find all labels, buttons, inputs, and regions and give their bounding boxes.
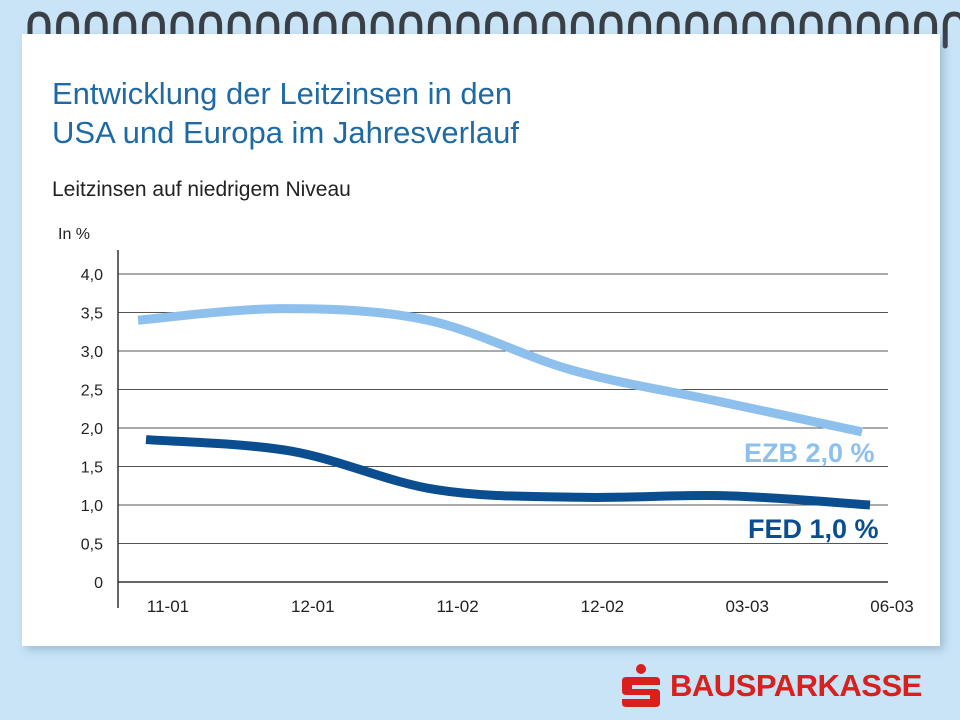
title-line-2: USA und Europa im Jahresverlauf <box>52 115 519 150</box>
binder-ring <box>713 11 737 49</box>
binder-ring <box>113 11 137 49</box>
binder-ring <box>84 11 108 49</box>
series-line-fed <box>145 435 871 510</box>
binder-ring <box>27 11 51 49</box>
y-tick-label: 3,0 <box>81 344 103 361</box>
binder-ring <box>856 11 880 49</box>
fed-series-label: FED 1,0 % <box>748 514 879 544</box>
binder-ring <box>685 11 709 49</box>
binder-ring <box>656 11 680 49</box>
binder-ring <box>284 11 308 49</box>
binder-ring <box>628 11 652 49</box>
title-line-1: Entwicklung der Leitzinsen in den <box>52 76 513 111</box>
series-line-ezb <box>137 304 863 437</box>
binder-ring <box>399 11 423 49</box>
brand-logo: BAUSPARKASSE <box>618 662 922 710</box>
brand-name: BAUSPARKASSE <box>670 668 922 703</box>
x-tick-label: 12-01 <box>291 597 334 616</box>
binder-ring <box>570 11 594 49</box>
binder-ring <box>742 11 766 49</box>
y-axis-label: In % <box>58 226 91 243</box>
binder-ring <box>914 11 938 49</box>
x-tick-label: 03-03 <box>725 597 768 616</box>
x-tick-label: 11-01 <box>147 597 189 616</box>
y-tick-label: 2,0 <box>81 421 103 438</box>
binder-ring <box>542 11 566 49</box>
binder-ring <box>485 11 509 49</box>
binder-ring <box>771 11 795 49</box>
y-tick-label: 2,5 <box>81 383 103 400</box>
binder-ring <box>370 11 394 49</box>
y-tick-label: 0 <box>94 575 103 592</box>
binder-ring <box>170 11 194 49</box>
x-tick-label: 12-02 <box>581 597 624 616</box>
binder-ring <box>313 11 337 49</box>
binder-ring <box>942 11 960 49</box>
y-tick-label: 3,5 <box>81 306 103 323</box>
y-tick-label: 1,5 <box>81 460 103 477</box>
binder-ring <box>456 11 480 49</box>
y-tick-label: 0,5 <box>81 537 103 554</box>
binder-ring <box>342 11 366 49</box>
x-tick-label: 11-02 <box>436 597 478 616</box>
binder-ring <box>199 11 223 49</box>
binder-ring <box>227 11 251 49</box>
binder-ring <box>256 11 280 49</box>
binder-ring <box>828 11 852 49</box>
binder-ring <box>56 11 80 49</box>
y-tick-label: 1,0 <box>81 498 103 515</box>
ezb-series-label: EZB 2,0 % <box>744 438 875 468</box>
binder-ring <box>513 11 537 49</box>
binder-rings-icon <box>27 11 960 49</box>
binder-ring <box>799 11 823 49</box>
binder-ring <box>885 11 909 49</box>
binder-ring <box>141 11 165 49</box>
binder-ring <box>427 11 451 49</box>
y-tick-label: 4,0 <box>81 267 103 284</box>
page-title: Entwicklung der Leitzinsen in den USA un… <box>52 74 752 152</box>
binder-ring <box>599 11 623 49</box>
sparkasse-logo-icon <box>622 664 660 707</box>
x-tick-label: 06-03 <box>870 597 913 616</box>
page-subtitle: Leitzinsen auf niedrigem Niveau <box>52 178 351 201</box>
